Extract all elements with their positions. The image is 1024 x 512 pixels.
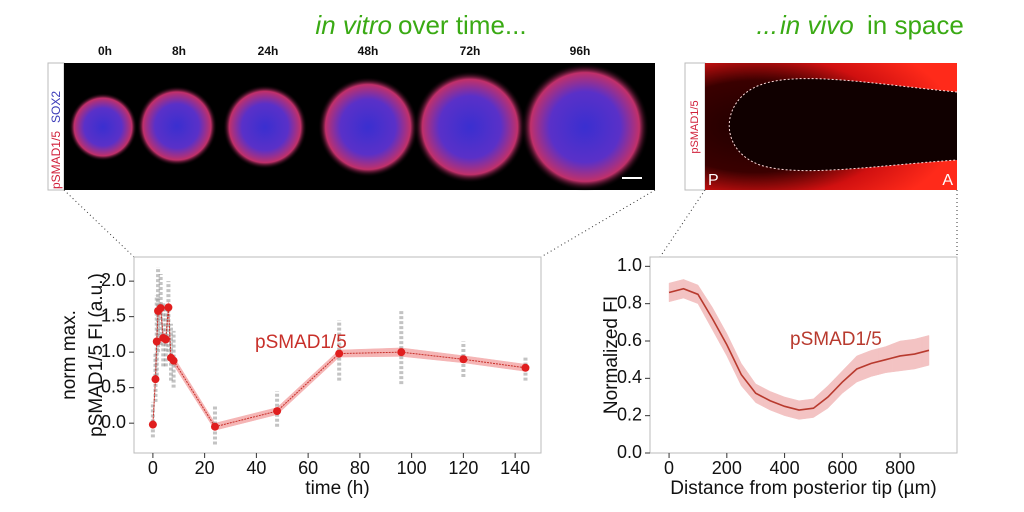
time-label: 0h bbox=[98, 44, 112, 58]
y-tick-label: 1.0 bbox=[617, 255, 642, 275]
y-tick-label: 0.6 bbox=[617, 330, 642, 350]
heading: in space bbox=[867, 10, 964, 40]
error-band bbox=[805, 391, 821, 419]
error-band bbox=[849, 352, 865, 389]
x-tick-label: 100 bbox=[397, 458, 427, 478]
heading: ... bbox=[756, 10, 778, 40]
plots: 0h 8h 24h 48h 72h 96h 0 20 40 60 80 100 120 140 0.0 0.5… bbox=[59, 44, 958, 499]
x-axis-label: time (h) bbox=[305, 478, 369, 499]
heading-italic: in vivo bbox=[780, 10, 854, 40]
y-axis-label: Normalized FI bbox=[601, 296, 622, 414]
y-tick-label: 0.0 bbox=[101, 412, 126, 432]
y-axis-label: norm max. bbox=[59, 310, 80, 400]
y-tick-label: 0.2 bbox=[617, 404, 642, 424]
error-band bbox=[690, 281, 706, 317]
error-band bbox=[748, 372, 764, 407]
colony bbox=[223, 85, 307, 169]
marker bbox=[459, 355, 468, 364]
y-tick-label: 0.5 bbox=[101, 376, 126, 396]
x-tick-label: 800 bbox=[885, 458, 915, 478]
y-tick-label: 1.0 bbox=[101, 341, 126, 361]
error-band bbox=[733, 348, 749, 395]
time-label: 8h bbox=[172, 44, 186, 58]
x-tick-label: 0 bbox=[664, 458, 674, 478]
colony bbox=[318, 77, 418, 177]
connectors bbox=[63, 189, 958, 258]
x-tick-label: 140 bbox=[500, 458, 530, 478]
marker bbox=[521, 363, 530, 372]
marker bbox=[335, 349, 344, 358]
x-tick-label: 600 bbox=[827, 458, 857, 478]
line bbox=[152, 306, 526, 428]
marker bbox=[156, 304, 165, 313]
stain-label: pSMAD1/5 bbox=[689, 100, 701, 153]
stain-label: SOX2 bbox=[49, 91, 63, 123]
time-label: 24h bbox=[258, 44, 279, 58]
y-tick-label: 0.8 bbox=[617, 292, 642, 312]
x-tick-label: 40 bbox=[246, 458, 266, 478]
x-tick-label: 400 bbox=[770, 458, 800, 478]
marker bbox=[152, 337, 161, 346]
time-label: 96h bbox=[570, 44, 591, 58]
error-band bbox=[494, 359, 526, 372]
x-tick-label: 120 bbox=[448, 458, 478, 478]
marker bbox=[169, 356, 178, 365]
x-tick-label: 0 bbox=[148, 458, 158, 478]
marker bbox=[164, 303, 173, 312]
colony bbox=[414, 71, 526, 183]
error-band bbox=[194, 388, 247, 431]
tissue-outline bbox=[728, 78, 958, 172]
error-band bbox=[820, 377, 836, 414]
time-label: 48h bbox=[358, 44, 379, 58]
annotation: pSMAD1/5 bbox=[255, 332, 347, 353]
stain-label: pSMAD1/5 bbox=[49, 131, 63, 189]
marker bbox=[148, 420, 157, 429]
anterior-label: A bbox=[942, 172, 953, 189]
colony bbox=[69, 93, 137, 161]
y-tick-label: 0.4 bbox=[617, 367, 642, 387]
plot-frame bbox=[649, 256, 958, 454]
marker bbox=[210, 422, 219, 431]
line bbox=[668, 287, 930, 411]
posterior-label: P bbox=[708, 172, 719, 189]
y-axis-label: pSMAD1/5 FI (a.u.) bbox=[86, 273, 107, 437]
y-tick-label: 2.0 bbox=[101, 270, 126, 290]
x-tick-label: 60 bbox=[298, 458, 318, 478]
time-label: 72h bbox=[460, 44, 481, 58]
x-tick-label: 20 bbox=[195, 458, 215, 478]
heading: over time... bbox=[398, 10, 527, 40]
annotation: pSMAD1/5 bbox=[790, 329, 882, 350]
x-tick-label: 80 bbox=[350, 458, 370, 478]
x-tick-label: 200 bbox=[712, 458, 742, 478]
colony bbox=[521, 63, 649, 191]
marker bbox=[151, 375, 160, 384]
marker bbox=[397, 348, 406, 357]
marker bbox=[161, 335, 170, 344]
x-axis-label: Distance from posterior tip (µm) bbox=[670, 478, 936, 499]
marker bbox=[273, 407, 282, 416]
y-tick-label: 0.0 bbox=[617, 442, 642, 462]
y-tick-label: 1.5 bbox=[101, 305, 126, 325]
colony bbox=[137, 86, 217, 166]
plot-frame bbox=[133, 256, 542, 454]
heading-italic: in vitro bbox=[315, 10, 392, 40]
